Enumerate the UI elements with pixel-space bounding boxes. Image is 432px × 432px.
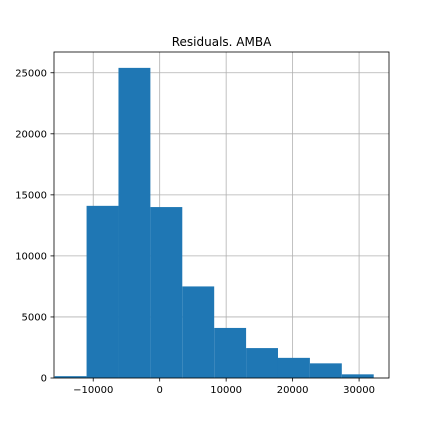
histogram-bar	[118, 68, 150, 378]
y-tick-label: 0	[41, 374, 47, 385]
histogram-bar	[182, 286, 214, 378]
histogram-bar	[150, 207, 182, 378]
y-tick-label: 15000	[15, 190, 47, 201]
histogram-bar	[310, 363, 342, 378]
histogram-bar	[278, 358, 310, 378]
y-tick-label: 25000	[15, 68, 47, 79]
histogram-bar	[246, 348, 278, 378]
y-tick-label: 5000	[22, 312, 47, 323]
chart-title: Residuals. AMBA	[172, 35, 272, 49]
x-tick-label: 10000	[210, 385, 242, 396]
x-tick-label: 20000	[277, 385, 309, 396]
histogram-bar	[342, 374, 374, 378]
x-tick-label: 30000	[343, 385, 375, 396]
x-tick-label: 0	[156, 385, 162, 396]
x-tick-label: −10000	[73, 385, 113, 396]
y-tick-label: 10000	[15, 251, 47, 262]
y-tick-label: 20000	[15, 129, 47, 140]
histogram-bar	[87, 206, 119, 378]
histogram-bar	[214, 328, 246, 378]
